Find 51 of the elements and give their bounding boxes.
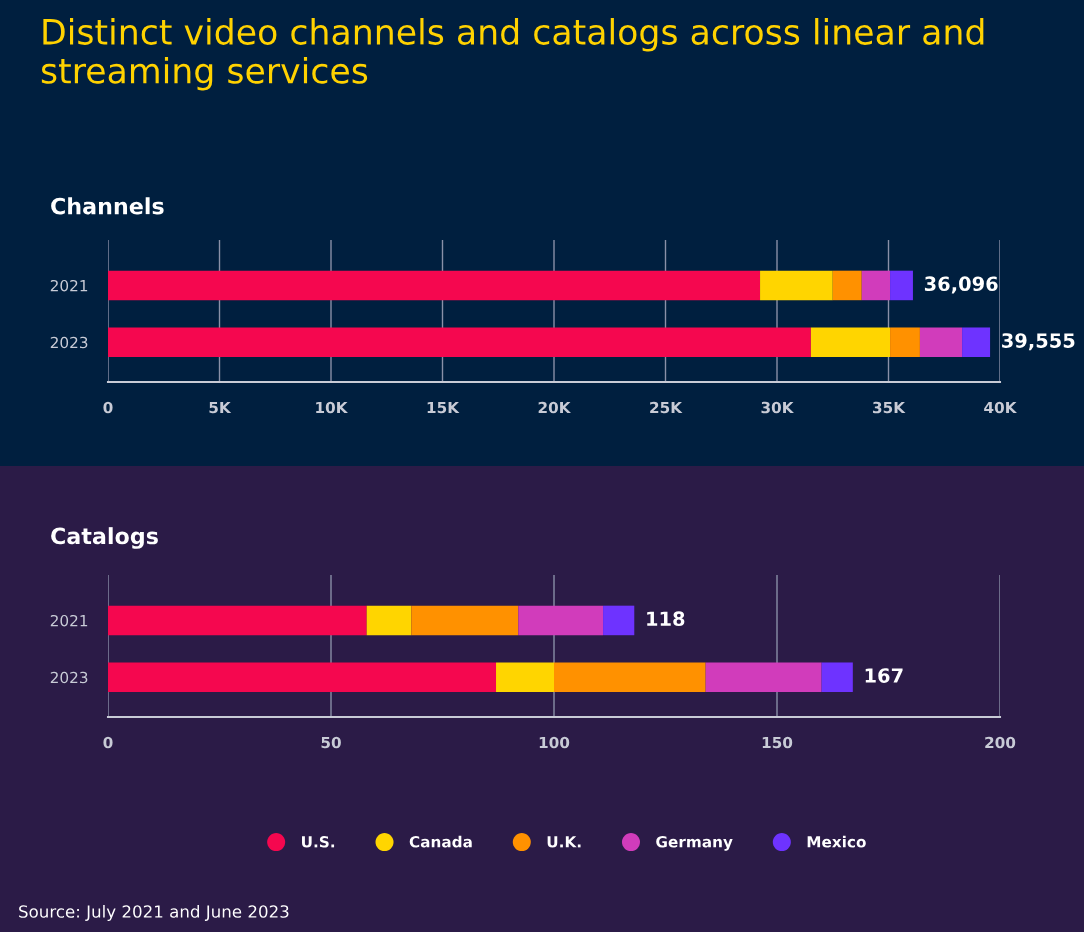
bar [366, 605, 412, 636]
x-tick-label: 0 [103, 736, 113, 749]
x-tick-label: 50 [321, 736, 341, 749]
y-tick-label: 2021 [50, 614, 88, 627]
x-tick-label: 100 [539, 736, 570, 749]
legend-label: Mexico [807, 835, 866, 848]
y-tick-label: 2023 [50, 671, 88, 684]
bar [810, 327, 891, 358]
bar [705, 662, 822, 693]
source-note: Source: July 2021 and June 2023 [19, 904, 289, 922]
chart-subtitle: Channels [51, 197, 164, 215]
y-tick-label: 2023 [50, 336, 88, 349]
x-tick-label: 200 [985, 736, 1016, 749]
bar [108, 327, 811, 358]
bar [108, 662, 497, 693]
bar [496, 662, 554, 693]
bar [108, 605, 367, 636]
x-tick-label: 0 [103, 401, 113, 414]
x-tick-label: 25K [650, 401, 683, 414]
bar [890, 270, 913, 301]
bar [919, 327, 963, 358]
x-tick-label: 30K [761, 401, 795, 414]
bar [554, 662, 706, 693]
total-label: 167 [865, 668, 903, 683]
x-tick-label: 5K [209, 401, 232, 414]
bar [821, 662, 853, 693]
bar [603, 605, 635, 636]
chart-title: Distinct video channels and catalogs across linear and streaming services [41, 18, 984, 91]
y-tick-label: 2021 [50, 279, 88, 292]
legend-label: U.S. [302, 836, 335, 848]
bar [832, 270, 862, 301]
legend-label: Germany [656, 836, 733, 851]
bar [962, 327, 991, 358]
x-tick-label: 10K [316, 401, 349, 414]
x-tick-label: 15K [427, 401, 460, 414]
bar [411, 605, 519, 636]
x-tick-label: 40K [984, 401, 1018, 414]
x-tick-label: 35K [872, 401, 906, 414]
total-label: 118 [647, 611, 685, 627]
bar [861, 270, 891, 301]
total-label: 39,555 [1002, 333, 1075, 351]
x-tick-label: 20K [538, 401, 572, 414]
bar [518, 605, 604, 636]
chart-title: Catalogs [51, 527, 158, 549]
bar [890, 327, 920, 358]
legend-label: U.K. [547, 836, 581, 848]
legend-label: Canada [409, 835, 472, 848]
bar [108, 270, 761, 301]
total-label: 36,096 [924, 276, 998, 294]
x-tick-label: 150 [762, 736, 793, 749]
bar [760, 270, 833, 301]
